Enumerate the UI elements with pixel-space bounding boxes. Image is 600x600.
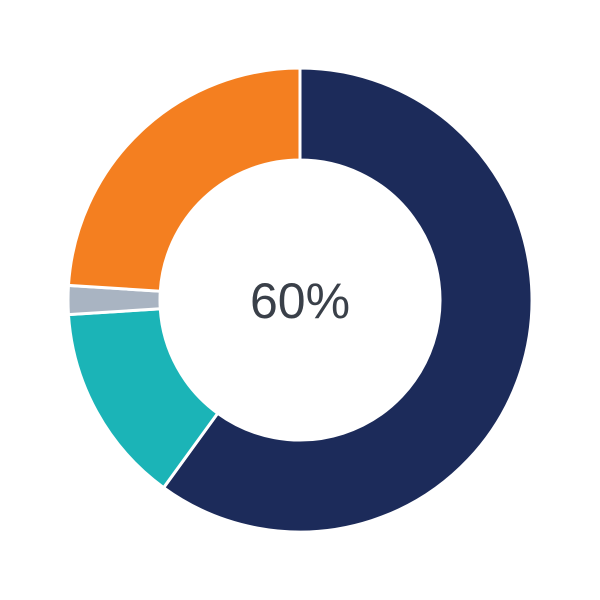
slices [66,66,534,534]
slice-0 [161,66,534,534]
slice-3 [66,66,302,293]
center-label: 60% [250,273,350,329]
